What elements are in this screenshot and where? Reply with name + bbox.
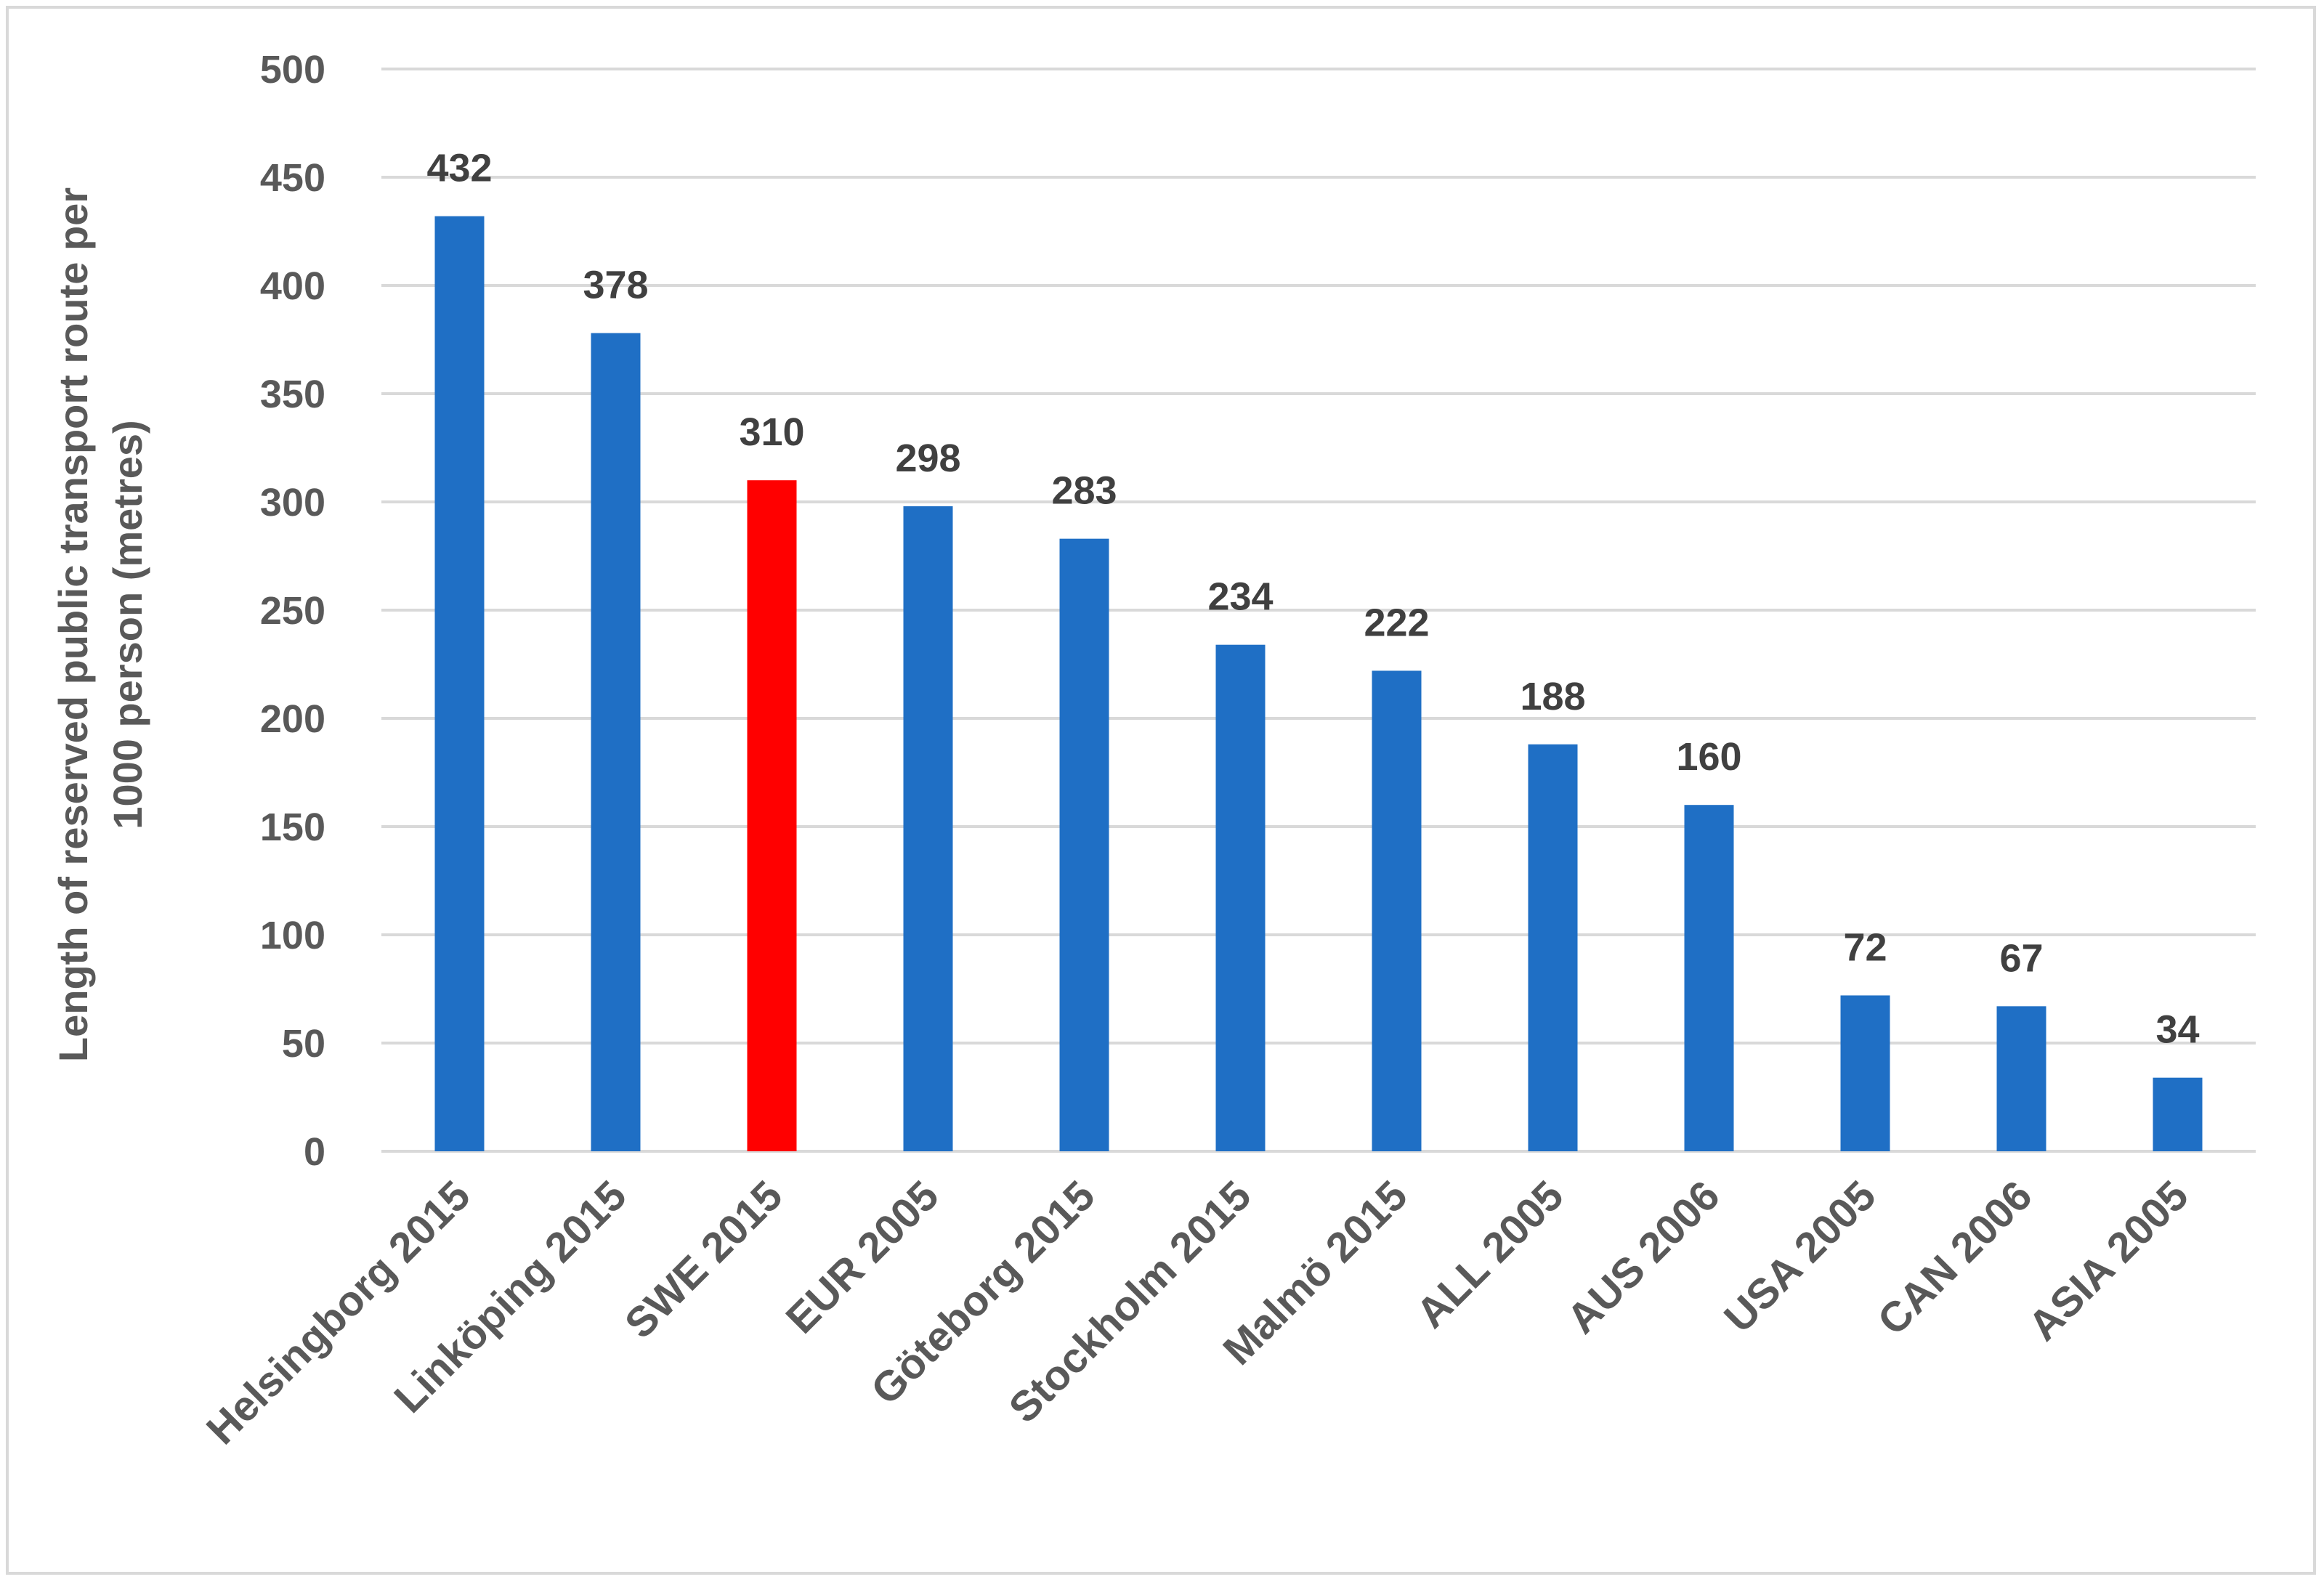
y-tick-label: 50: [282, 1022, 325, 1066]
x-tick-label: ASIA 2005: [2020, 1172, 2198, 1350]
data-label: 160: [1676, 735, 1741, 779]
data-label: 234: [1207, 575, 1273, 619]
y-tick-label: 100: [260, 914, 325, 957]
y-tick-label: 250: [260, 589, 325, 633]
data-label: 72: [1843, 925, 1887, 969]
x-tick-label: CAN 2006: [1868, 1172, 2041, 1344]
data-label: 432: [426, 147, 492, 190]
bar: [747, 480, 797, 1151]
x-tick-label: ALL 2005: [1407, 1172, 1573, 1337]
y-tick-label: 0: [304, 1130, 325, 1174]
data-label: 222: [1364, 601, 1429, 644]
y-tick-label: 450: [260, 156, 325, 200]
gridlines: [381, 68, 2256, 1153]
x-tick-label: SWE 2015: [616, 1172, 792, 1347]
y-axis-title-line-2: 1000 person (metres): [105, 420, 150, 829]
data-label: 188: [1520, 675, 1585, 718]
data-label: 34: [2155, 1008, 2199, 1052]
y-tick-label: 500: [260, 48, 325, 92]
bar: [1840, 995, 1890, 1151]
data-label: 283: [1051, 469, 1117, 513]
data-label: 298: [895, 437, 960, 480]
y-tick-label: 300: [260, 481, 325, 524]
data-labels: 432 378 310 298 283 234 222 188 160 72 67 34: [426, 147, 2199, 1052]
bar: [1059, 538, 1109, 1151]
bar: [1372, 670, 1422, 1151]
chart-frame: [6, 6, 2316, 1575]
x-tick-label: EUR 2005: [777, 1172, 948, 1342]
bar: [903, 506, 953, 1151]
bar: [1528, 744, 1578, 1151]
y-tick-label: 200: [260, 697, 325, 741]
data-label: 67: [1999, 936, 2043, 980]
y-tick-label: 350: [260, 373, 325, 416]
x-tick-label: AUS 2006: [1558, 1172, 1729, 1342]
bar: [1996, 1006, 2046, 1151]
bar: [591, 333, 641, 1151]
bar: [434, 216, 485, 1151]
data-label: 310: [739, 410, 804, 454]
bar: [1684, 805, 1734, 1151]
y-tick-label: 400: [260, 264, 325, 308]
bar: [2153, 1077, 2203, 1151]
data-label: 378: [583, 264, 648, 307]
y-tick-labels: 0 50 100 150 200 250 300 350 400 450 500: [260, 48, 325, 1174]
y-tick-label: 150: [260, 806, 325, 849]
bar: [1215, 644, 1266, 1151]
bars: [434, 216, 2203, 1151]
x-tick-label: Helsingborg 2015: [198, 1172, 479, 1453]
y-axis-title-line-1: Length of reserved public transport rout…: [50, 187, 96, 1062]
x-tick-label: USA 2005: [1715, 1172, 1885, 1342]
